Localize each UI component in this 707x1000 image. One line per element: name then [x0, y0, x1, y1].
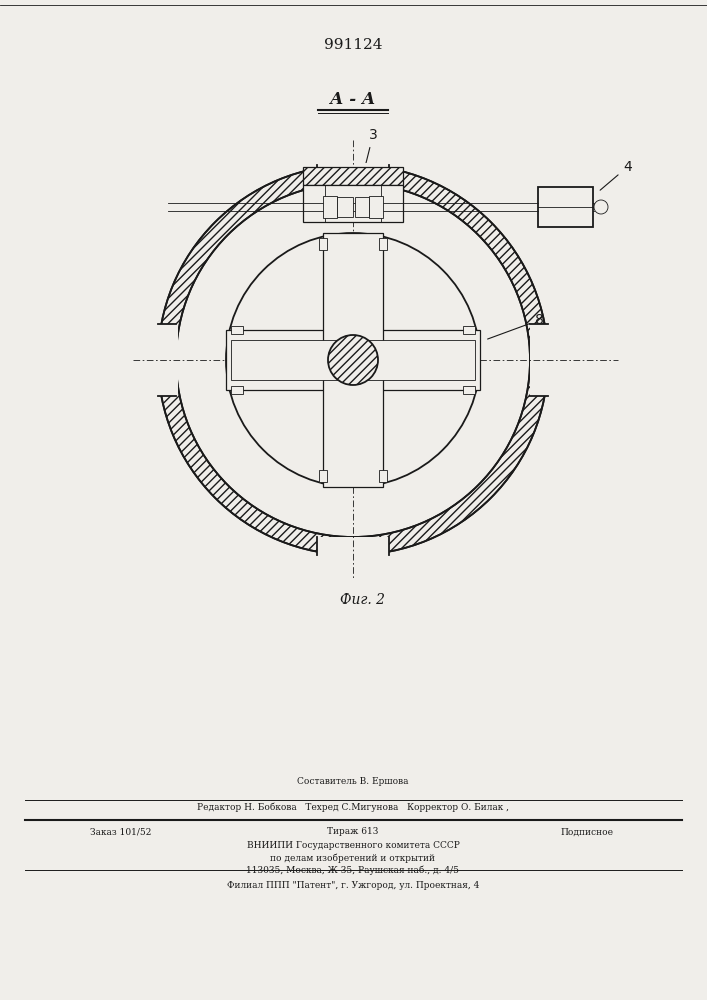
Text: Редактор Н. Бобкова   Техред С.Мигунова   Корректор О. Билак ,: Редактор Н. Бобкова Техред С.Мигунова Ко… — [197, 802, 509, 812]
Bar — [463, 386, 475, 394]
Bar — [319, 470, 327, 482]
Bar — [538, 187, 593, 227]
Bar — [231, 326, 243, 334]
Text: 113035, Москва, Ж-35, Раушская наб., д. 4/5: 113035, Москва, Ж-35, Раушская наб., д. … — [247, 865, 460, 875]
Bar — [379, 238, 387, 250]
Text: Фиг. 2: Фиг. 2 — [341, 593, 385, 607]
Text: Составитель В. Ершова: Составитель В. Ершова — [297, 778, 409, 786]
Text: А - А: А - А — [330, 92, 375, 108]
Bar — [317, 163, 389, 185]
Text: по делам изобретений и открытий: по делам изобретений и открытий — [271, 853, 436, 863]
Bar — [319, 238, 327, 250]
Text: Тираж 613: Тираж 613 — [327, 828, 379, 836]
Text: 4: 4 — [600, 160, 632, 190]
Text: Филиал ППП "Патент", г. Ужгород, ул. Проектная, 4: Филиал ППП "Патент", г. Ужгород, ул. Про… — [227, 882, 479, 890]
Bar — [231, 340, 475, 380]
Text: 991124: 991124 — [324, 38, 382, 52]
Bar — [355, 197, 369, 217]
Text: Подписное: Подписное — [560, 828, 613, 836]
Text: 8: 8 — [488, 313, 544, 339]
Text: 3: 3 — [363, 128, 378, 172]
Bar — [317, 537, 389, 557]
Bar — [231, 386, 243, 394]
Bar — [303, 167, 403, 185]
Text: Заказ 101/52: Заказ 101/52 — [90, 828, 151, 836]
Text: ВНИИПИ Государственного комитета СССР: ВНИИПИ Государственного комитета СССР — [247, 842, 460, 850]
Bar — [379, 470, 387, 482]
Bar — [323, 233, 383, 487]
Circle shape — [158, 165, 548, 555]
Bar — [530, 324, 552, 396]
Bar — [226, 330, 480, 390]
Bar — [323, 196, 337, 218]
Circle shape — [226, 233, 480, 487]
Bar — [303, 185, 403, 222]
Circle shape — [594, 200, 608, 214]
Circle shape — [328, 335, 378, 385]
Bar — [337, 197, 353, 217]
Bar — [463, 326, 475, 334]
Bar — [156, 324, 178, 396]
Bar — [369, 196, 383, 218]
Bar — [317, 537, 389, 557]
